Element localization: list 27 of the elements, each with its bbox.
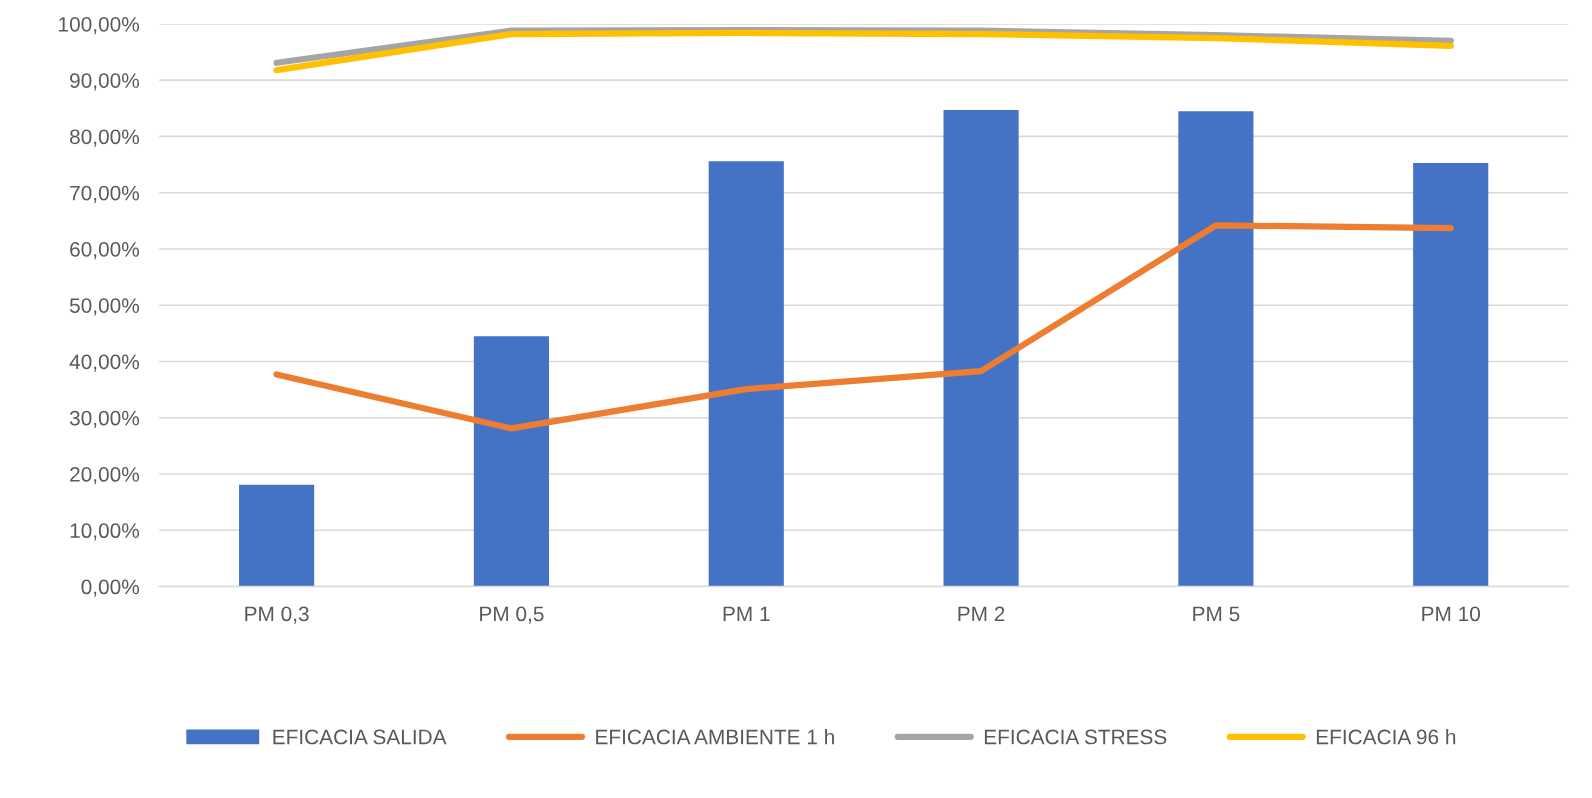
x-tick-label: PM 1 (723, 606, 770, 622)
y-tick-label: 90,00% (70, 73, 140, 91)
y-tick-label: 70,00% (70, 185, 140, 203)
x-tick-label: PM 0,3 (245, 606, 309, 624)
bar (943, 110, 1019, 587)
y-tick-label: 10,00% (70, 523, 140, 541)
bar (1413, 162, 1489, 587)
y-tick-label: 30,00% (69, 410, 140, 428)
x-tick-label: PM 0,5 (480, 606, 544, 624)
bar (473, 336, 549, 587)
y-tick-label: 80,00% (70, 129, 140, 147)
legend-label: EFICACIA STRESS (984, 729, 1167, 745)
x-tick-label: PM 5 (1193, 606, 1240, 622)
bar (239, 484, 315, 587)
y-tick-label: 40,00% (69, 354, 140, 372)
x-tick-label: PM 10 (1422, 606, 1480, 622)
legend-label: EFICACIA SALIDA (273, 729, 447, 745)
legend-label: EFICACIA AMBIENTE 1 h (596, 729, 834, 745)
y-tick-label: 20,00% (70, 467, 140, 485)
y-tick-label: 0,00% (81, 579, 140, 597)
x-tick-label: PM 2 (958, 606, 1005, 622)
bar (1178, 111, 1254, 587)
legend-label: EFICACIA 96 h (1316, 729, 1456, 745)
y-tick-label: 50,00% (69, 298, 140, 316)
y-tick-label: 60,00% (70, 241, 140, 260)
bar (708, 161, 784, 587)
y-tick-label: 100,00% (59, 16, 140, 35)
